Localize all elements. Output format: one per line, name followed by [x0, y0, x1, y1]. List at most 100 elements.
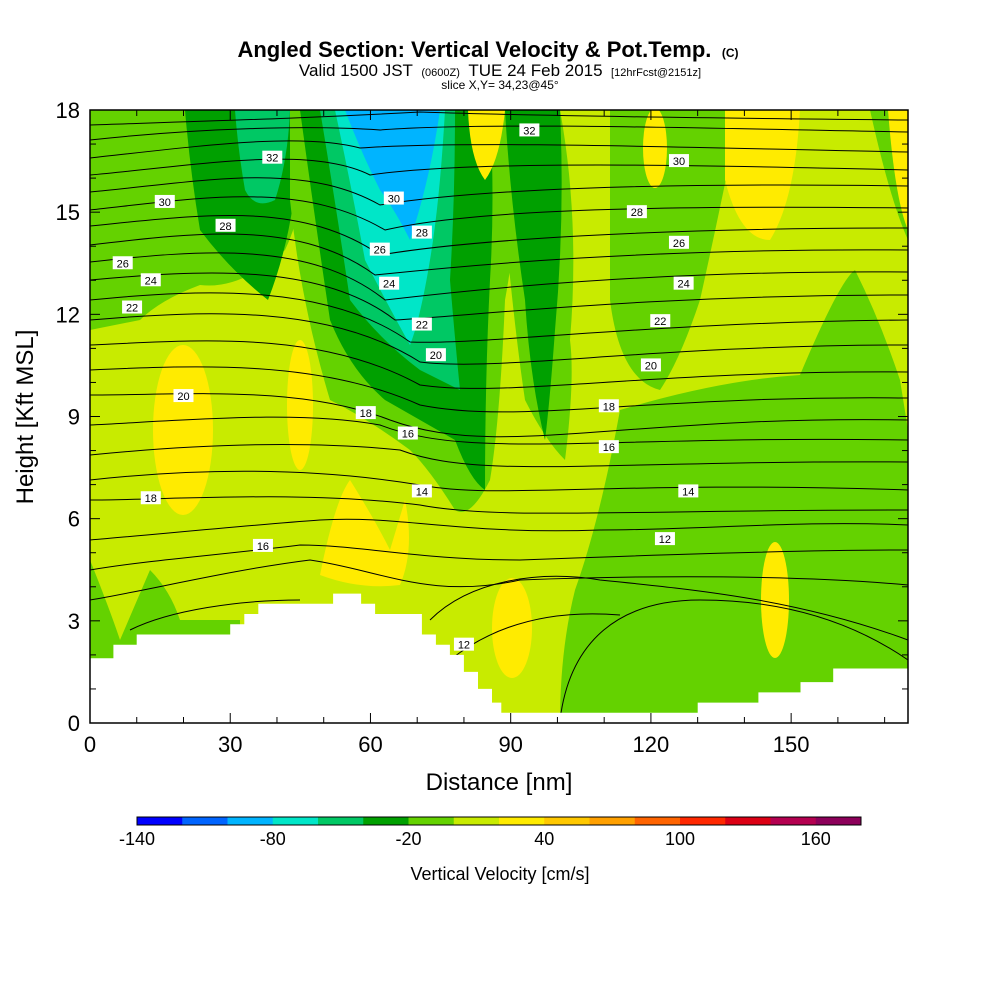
colorbar-swatch — [815, 817, 862, 825]
contour-label-text: 16 — [402, 429, 414, 441]
colorbar-swatch — [182, 817, 228, 825]
colorbar-swatch — [544, 817, 590, 825]
contour-label-text: 20 — [177, 391, 189, 403]
contour-label: 30 — [668, 154, 689, 168]
colorbar-tick-label: 160 — [801, 829, 831, 849]
x-tick-label: 30 — [218, 732, 242, 757]
contour-label-text: 26 — [117, 258, 129, 270]
colorbar-swatch — [363, 817, 409, 825]
terrain-mask — [90, 593, 908, 723]
y-tick-label: 6 — [68, 507, 80, 532]
colorbar-ticks: -140 -80 -20 40 100 160 — [119, 829, 831, 849]
contour-label: 30 — [154, 194, 175, 209]
contour-label: 14 — [678, 484, 699, 498]
contour-label: 32 — [262, 150, 283, 165]
contour-label-text: 14 — [416, 486, 428, 498]
colorbar-swatch — [770, 817, 817, 825]
contour-label-text: 28 — [631, 207, 643, 219]
y-tick-label: 9 — [68, 405, 80, 430]
contour-label: 16 — [598, 440, 619, 454]
colorbar-frame — [136, 816, 862, 826]
contour-label-text: 24 — [678, 279, 690, 291]
contour-label: 24 — [379, 276, 400, 291]
y-axis-label: Height [Kft MSL] — [12, 330, 39, 505]
contour-label: 28 — [626, 205, 647, 219]
contour-label: 30 — [383, 191, 404, 206]
x-tick-label: 150 — [773, 732, 810, 757]
contour-label-text: 28 — [219, 221, 231, 233]
contour-label: 28 — [215, 218, 236, 233]
colorbar-tick-label: -20 — [395, 829, 421, 849]
colorbar-label: Vertical Velocity [cm/s] — [410, 864, 589, 884]
contour-label-text: 24 — [383, 279, 395, 291]
contour-label-text: 26 — [374, 245, 386, 257]
colorbar — [136, 816, 862, 826]
x-tick-label: 90 — [498, 732, 522, 757]
contour-label: 26 — [668, 235, 689, 250]
x-axis-label: Distance [nm] — [426, 769, 573, 796]
colorbar-tick-label: -80 — [260, 829, 286, 849]
contour-label: 22 — [411, 317, 432, 332]
y-tick-label: 3 — [68, 609, 80, 634]
x-tick-label: 60 — [358, 732, 382, 757]
y-tick-label: 18 — [56, 98, 80, 123]
colorbar-swatch — [137, 817, 183, 825]
contour-label: 18 — [355, 406, 376, 420]
y-tick-label: 12 — [56, 302, 80, 327]
valid-time: Valid 1500 JST (0600Z) TUE 24 Feb 2015 [… — [299, 61, 701, 80]
contour-label: 28 — [411, 225, 432, 240]
slice-info: slice X,Y= 34,23@45° — [441, 78, 559, 92]
colorbar-swatch — [499, 817, 545, 825]
contour-label: 18 — [598, 399, 619, 413]
y-tick-label: 15 — [56, 200, 80, 225]
contour-label-text: 16 — [603, 442, 615, 454]
colorbar-swatch — [634, 817, 681, 825]
contour-label-text: 12 — [458, 640, 470, 652]
contour-label: 20 — [425, 348, 446, 362]
contour-label-text: 28 — [416, 228, 428, 240]
contour-label-text: 18 — [360, 408, 372, 420]
contour-label-text: 32 — [523, 125, 535, 137]
contour-label: 24 — [140, 273, 161, 287]
colorbar-swatch — [680, 817, 726, 825]
contour-label: 20 — [173, 389, 194, 403]
contour-label-text: 32 — [266, 153, 278, 165]
contour-label-text: 30 — [388, 194, 400, 206]
contour-label: 24 — [673, 276, 694, 291]
contour-label-text: 26 — [673, 238, 685, 250]
colorbar-swatch — [272, 817, 319, 825]
x-tick-label: 0 — [84, 732, 96, 757]
colorbar-tick-label: 40 — [534, 829, 554, 849]
contour-label: 12 — [453, 637, 474, 652]
contour-label: 22 — [122, 300, 143, 315]
contour-label: 18 — [140, 491, 161, 505]
contour-label: 26 — [369, 242, 390, 257]
contour-label: 12 — [654, 532, 675, 546]
contour-label-text: 22 — [126, 303, 138, 315]
contour-label: 20 — [640, 358, 661, 372]
contour-label-text: 18 — [603, 401, 615, 413]
contour-label-text: 14 — [682, 486, 694, 498]
colorbar-swatch — [408, 817, 455, 825]
colorbar-swatch — [589, 817, 636, 825]
contour-label-text: 24 — [145, 275, 157, 287]
contour-label-text: 22 — [654, 316, 666, 328]
contour-label-text: 20 — [645, 360, 657, 372]
contour-label: 14 — [411, 484, 432, 498]
contour-label: 26 — [112, 256, 133, 270]
contour-label-text: 18 — [145, 493, 157, 505]
contour-label: 16 — [252, 538, 273, 553]
colorbar-swatch — [318, 817, 364, 825]
contour-labels: 32 30 28 26 24 22 30 28 26 24 22 20 18 16 14 32 30 28 26 24… — [112, 123, 699, 652]
colorbar-tick-label: 100 — [665, 829, 695, 849]
contour-label-text: 12 — [659, 534, 671, 546]
contour-label-text: 22 — [416, 320, 428, 332]
contour-label: 22 — [650, 314, 671, 328]
y-tick-label: 0 — [68, 711, 80, 736]
contour-label-text: 20 — [430, 350, 442, 362]
colorbar-swatch — [453, 817, 500, 825]
colorbar-tick-label: -140 — [119, 829, 155, 849]
y-axis: 0 3 6 9 12 15 18 — [56, 98, 908, 736]
contour-label-text: 16 — [257, 541, 269, 553]
